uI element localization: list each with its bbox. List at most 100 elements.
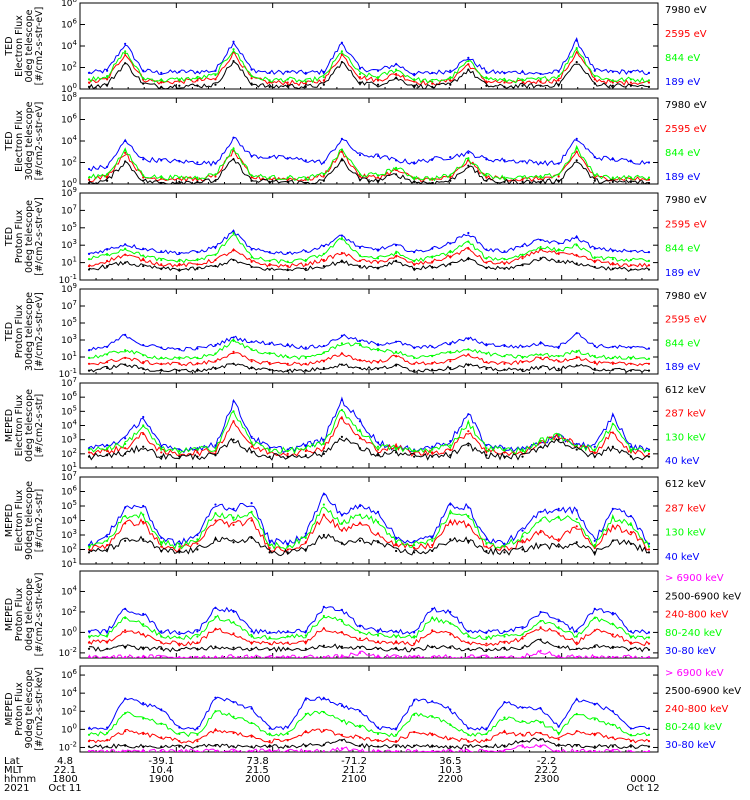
data-point [575,730,578,733]
data-point [394,63,398,66]
y-tick-label: 107 [61,203,77,216]
data-point [196,533,199,537]
data-point [521,637,524,640]
data-point [105,366,109,370]
data-point [250,174,253,177]
legend-entry: 612 keV [665,479,706,490]
data-point [196,161,199,164]
data-point [449,79,452,82]
data-point [376,83,380,86]
axis-row-value: 22.2 [536,765,558,776]
data-point [178,78,181,81]
data-point [304,369,307,372]
panel-7: 10-2 100 102 104 MEPED Proton Flux 0deg telesc… [4,570,741,659]
data-point [160,630,163,633]
y-tick-label: 104 [61,419,77,432]
data-point [647,749,651,752]
data-point [557,249,560,252]
data-point [340,398,344,402]
data-point [647,268,651,271]
data-point [611,263,614,266]
data-point [557,70,560,73]
data-point [575,355,578,359]
data-point [467,647,470,650]
data-point [413,84,416,87]
data-point [124,522,127,525]
panel-ylabel-line: Electron Flux [14,15,25,77]
data-point [322,503,325,506]
data-point [142,174,145,177]
data-point [431,85,434,88]
data-point [485,648,488,651]
data-point [611,539,614,542]
data-point [124,697,127,700]
data-point [394,159,398,162]
data-point [394,745,398,748]
data-point [250,441,253,444]
data-point [611,710,614,713]
data-point [503,71,506,74]
data-point [394,350,398,353]
data-point [467,539,470,542]
data-point [521,706,524,709]
data-point [232,136,235,139]
data-point [647,642,651,645]
data-point [449,448,452,451]
data-point [196,448,199,451]
data-point [521,627,524,630]
data-point [340,513,344,516]
data-point [322,743,325,746]
data-point [322,452,325,455]
data-point [340,61,344,64]
data-point [142,258,145,262]
data-point [611,267,614,270]
data-point [431,607,434,610]
data-point [467,63,470,66]
data-point [358,437,362,440]
data-point [160,745,163,748]
data-point [160,549,163,553]
data-point [196,542,199,545]
data-point [449,538,452,541]
data-point [268,156,271,159]
series-line [88,743,650,752]
data-point [413,749,416,752]
data-point [521,79,524,82]
data-point [413,362,416,365]
data-point [124,616,127,620]
data-point [394,259,398,262]
data-point [250,340,253,343]
data-point [413,251,416,254]
data-point [286,369,289,372]
data-point [376,179,380,182]
data-point [629,523,633,526]
data-point [539,649,542,652]
data-point [593,445,596,448]
data-point [196,258,199,262]
data-point [358,339,362,342]
data-point [322,79,325,82]
data-point [160,448,163,451]
data-point [322,344,325,348]
data-point [394,733,398,736]
data-point [413,631,416,634]
series-line [88,246,650,269]
data-point [376,441,380,444]
data-point [575,744,578,747]
panel-ylabel-line: MEPED [4,692,15,725]
data-point [413,655,416,658]
data-point [575,349,578,353]
data-point [160,451,163,454]
data-point [611,646,614,649]
series-line [88,234,650,264]
data-point [611,516,614,519]
data-point [413,699,416,702]
data-point [105,655,109,658]
data-point [485,70,488,73]
data-point [178,648,181,651]
panel-ylabel-line: 0deg telescope [24,389,35,462]
data-point [503,176,506,179]
data-point [521,345,524,348]
data-point [358,344,362,347]
